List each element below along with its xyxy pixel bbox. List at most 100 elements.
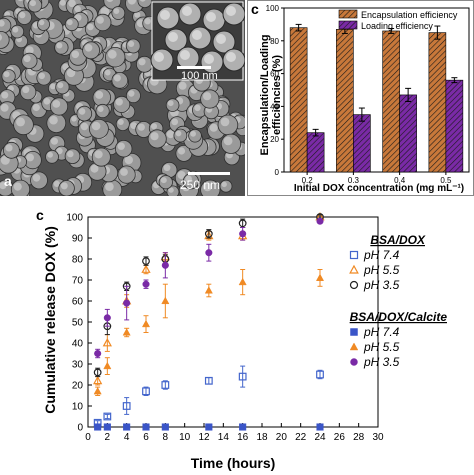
sem-inset-particles	[150, 2, 245, 74]
x-tick-label: 30	[372, 432, 384, 443]
legend-swatch	[338, 9, 358, 19]
plot-frame	[283, 7, 470, 173]
sem-particle-highlight	[117, 119, 124, 125]
y-tick-label: 40	[72, 339, 84, 350]
x-axis-label: Time (hours)	[191, 455, 276, 471]
data-point	[239, 230, 247, 238]
sem-particle-highlight	[52, 100, 61, 108]
sem-particle-highlight	[0, 103, 9, 112]
sem-particle-highlight	[177, 147, 186, 155]
sem-particle-highlight	[128, 90, 135, 97]
data-point	[238, 219, 247, 228]
legend-label: Loading efficiency	[361, 21, 433, 31]
sem-particle-highlight	[47, 151, 53, 158]
data-point	[205, 423, 213, 431]
x-tick-label: 0.3	[348, 176, 360, 185]
panel-b-plot: 0 20 40 60 80 100 0.2 0.3 0.4 0.5 Encapsulation ef…	[266, 4, 470, 185]
sem-particle-highlight	[13, 182, 22, 191]
sem-particle-highlight	[74, 5, 81, 13]
data-point	[123, 299, 131, 307]
inset-particle-highlight	[204, 54, 214, 64]
panel-letter-b: c	[251, 1, 259, 17]
sem-particle-highlight	[59, 0, 66, 6]
y-tick-label: 40	[270, 102, 279, 111]
y-tick-label: 30	[72, 360, 84, 371]
data-point	[94, 349, 102, 358]
data-point	[349, 264, 359, 274]
sem-particle-highlight	[151, 123, 157, 130]
sem-particle-highlight	[203, 182, 212, 192]
bar	[399, 94, 417, 173]
panel-letter-a: a	[4, 173, 12, 189]
sem-particle-highlight	[87, 23, 94, 31]
y-axis-label-line2: efficiencies (%)	[271, 55, 283, 135]
sem-particle-highlight	[71, 116, 77, 122]
x-tick-label: 14	[218, 432, 230, 443]
sem-particle-highlight	[134, 11, 141, 18]
sem-particle-highlight	[80, 122, 89, 131]
panel-letter-c: c	[36, 207, 44, 223]
legend-label: pH 7.4	[363, 325, 400, 339]
data-point	[142, 280, 150, 288]
inset-particle-highlight	[216, 34, 226, 44]
x-tick-label: 24	[314, 432, 326, 443]
x-tick-label: 2	[105, 432, 111, 443]
x-axis-label: Initial DOX concentration (mg mL⁻¹)	[294, 183, 464, 194]
sem-micrograph: 100 nm 250 nm a	[0, 0, 245, 196]
sem-particle-highlight	[175, 130, 182, 137]
data-point	[161, 423, 169, 431]
sem-particle-highlight	[221, 181, 227, 188]
data-point	[93, 368, 102, 377]
sem-particle-highlight	[0, 20, 5, 27]
sem-particle-highlight	[39, 19, 45, 26]
sem-particle-highlight	[57, 82, 64, 89]
bar	[445, 79, 464, 173]
bar	[428, 32, 447, 173]
sem-particle-highlight	[0, 34, 2, 41]
sem-particle-highlight	[26, 153, 34, 162]
sem-particle-highlight	[139, 0, 146, 2]
sem-particle-highlight	[60, 182, 68, 190]
sem-particle-highlight	[32, 174, 41, 182]
data-point	[350, 328, 358, 336]
data-point	[239, 423, 247, 431]
sem-particle-highlight	[106, 0, 114, 2]
sem-particle-highlight	[166, 130, 175, 139]
sem-image: 100 nm 250 nm a	[0, 0, 245, 196]
legend-label: Encapsulation efficiency	[361, 10, 458, 20]
inset-particle-highlight	[192, 30, 202, 40]
y-tick-label: 20	[270, 135, 279, 144]
data-point	[142, 257, 150, 265]
x-tick-label: 22	[295, 432, 307, 443]
data-point	[161, 296, 170, 305]
data-point	[350, 358, 358, 366]
inset-scale-label: 100 nm	[181, 70, 218, 82]
inset-particle-highlight	[226, 52, 236, 62]
legend-label: pH 5.5	[363, 263, 400, 277]
sem-particle-highlight	[107, 49, 117, 59]
data-point	[204, 286, 213, 294]
y-tick-label: 20	[72, 381, 84, 392]
x-tick-label: 28	[353, 432, 365, 443]
data-point	[316, 423, 324, 431]
sem-particle-highlight	[137, 123, 145, 131]
sem-particle-highlight	[67, 150, 74, 158]
sem-particle-highlight	[53, 180, 60, 187]
plot-frame	[87, 216, 379, 428]
legend-group-title: BSA/DOX	[370, 233, 426, 247]
data-point	[93, 375, 103, 385]
sem-particle-highlight	[5, 144, 13, 152]
data-point	[103, 423, 111, 431]
sem-particle-highlight	[0, 182, 7, 190]
sem-particle-highlight	[203, 92, 212, 101]
data-point	[122, 328, 131, 336]
legend-swatch	[338, 20, 358, 30]
legend-label: pH 3.5	[363, 355, 400, 369]
bar	[353, 114, 371, 173]
panel-c-plot: 0 2 4 6 8 10 12 14 16 18 20 22 24 26 28 300102030405060…	[66, 211, 447, 443]
inset-particle-highlight	[154, 52, 164, 62]
inset-particle-highlight	[206, 12, 216, 22]
y-tick-label: 10	[72, 402, 84, 413]
sem-particle-highlight	[171, 118, 179, 126]
y-tick-label: 80	[72, 255, 84, 266]
